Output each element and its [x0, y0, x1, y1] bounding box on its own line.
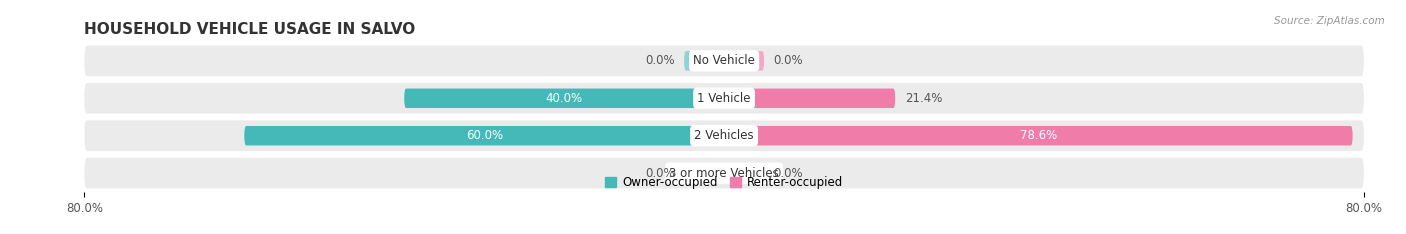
- FancyBboxPatch shape: [84, 120, 1364, 151]
- Text: 21.4%: 21.4%: [905, 92, 942, 105]
- FancyBboxPatch shape: [685, 163, 724, 183]
- Text: 0.0%: 0.0%: [773, 54, 803, 67]
- Text: No Vehicle: No Vehicle: [693, 54, 755, 67]
- Text: 2 Vehicles: 2 Vehicles: [695, 129, 754, 142]
- FancyBboxPatch shape: [84, 45, 1364, 76]
- FancyBboxPatch shape: [724, 126, 1353, 146]
- Text: 40.0%: 40.0%: [546, 92, 582, 105]
- Text: 3 or more Vehicles: 3 or more Vehicles: [669, 167, 779, 180]
- FancyBboxPatch shape: [245, 126, 724, 146]
- Legend: Owner-occupied, Renter-occupied: Owner-occupied, Renter-occupied: [600, 171, 848, 194]
- FancyBboxPatch shape: [84, 83, 1364, 114]
- FancyBboxPatch shape: [724, 88, 896, 108]
- FancyBboxPatch shape: [724, 163, 763, 183]
- Text: 60.0%: 60.0%: [465, 129, 503, 142]
- Text: Source: ZipAtlas.com: Source: ZipAtlas.com: [1274, 16, 1385, 26]
- FancyBboxPatch shape: [685, 51, 724, 71]
- Text: 0.0%: 0.0%: [645, 54, 675, 67]
- FancyBboxPatch shape: [405, 88, 724, 108]
- Text: 0.0%: 0.0%: [773, 167, 803, 180]
- Text: 0.0%: 0.0%: [645, 167, 675, 180]
- FancyBboxPatch shape: [84, 158, 1364, 189]
- FancyBboxPatch shape: [724, 51, 763, 71]
- Text: HOUSEHOLD VEHICLE USAGE IN SALVO: HOUSEHOLD VEHICLE USAGE IN SALVO: [84, 22, 416, 37]
- Text: 78.6%: 78.6%: [1019, 129, 1057, 142]
- Text: 1 Vehicle: 1 Vehicle: [697, 92, 751, 105]
